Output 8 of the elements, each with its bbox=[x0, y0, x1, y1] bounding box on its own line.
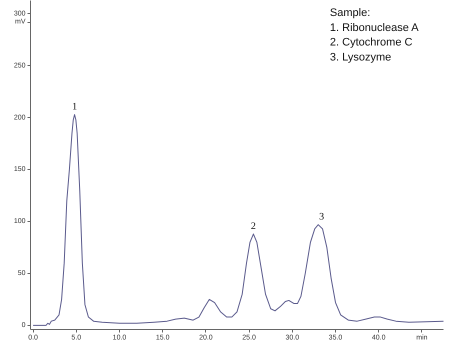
line-series bbox=[32, 114, 444, 326]
annotation: 2 bbox=[250, 221, 256, 232]
annotation: Sample: bbox=[330, 7, 370, 20]
annotation: 3 bbox=[319, 212, 324, 223]
annotation: 1 bbox=[72, 102, 78, 113]
annotation: 2. Cytochrome C bbox=[330, 36, 413, 49]
annotation: 3. Lysozyme bbox=[330, 51, 392, 64]
annotation: 1. Ribonuclease A bbox=[330, 22, 420, 34]
